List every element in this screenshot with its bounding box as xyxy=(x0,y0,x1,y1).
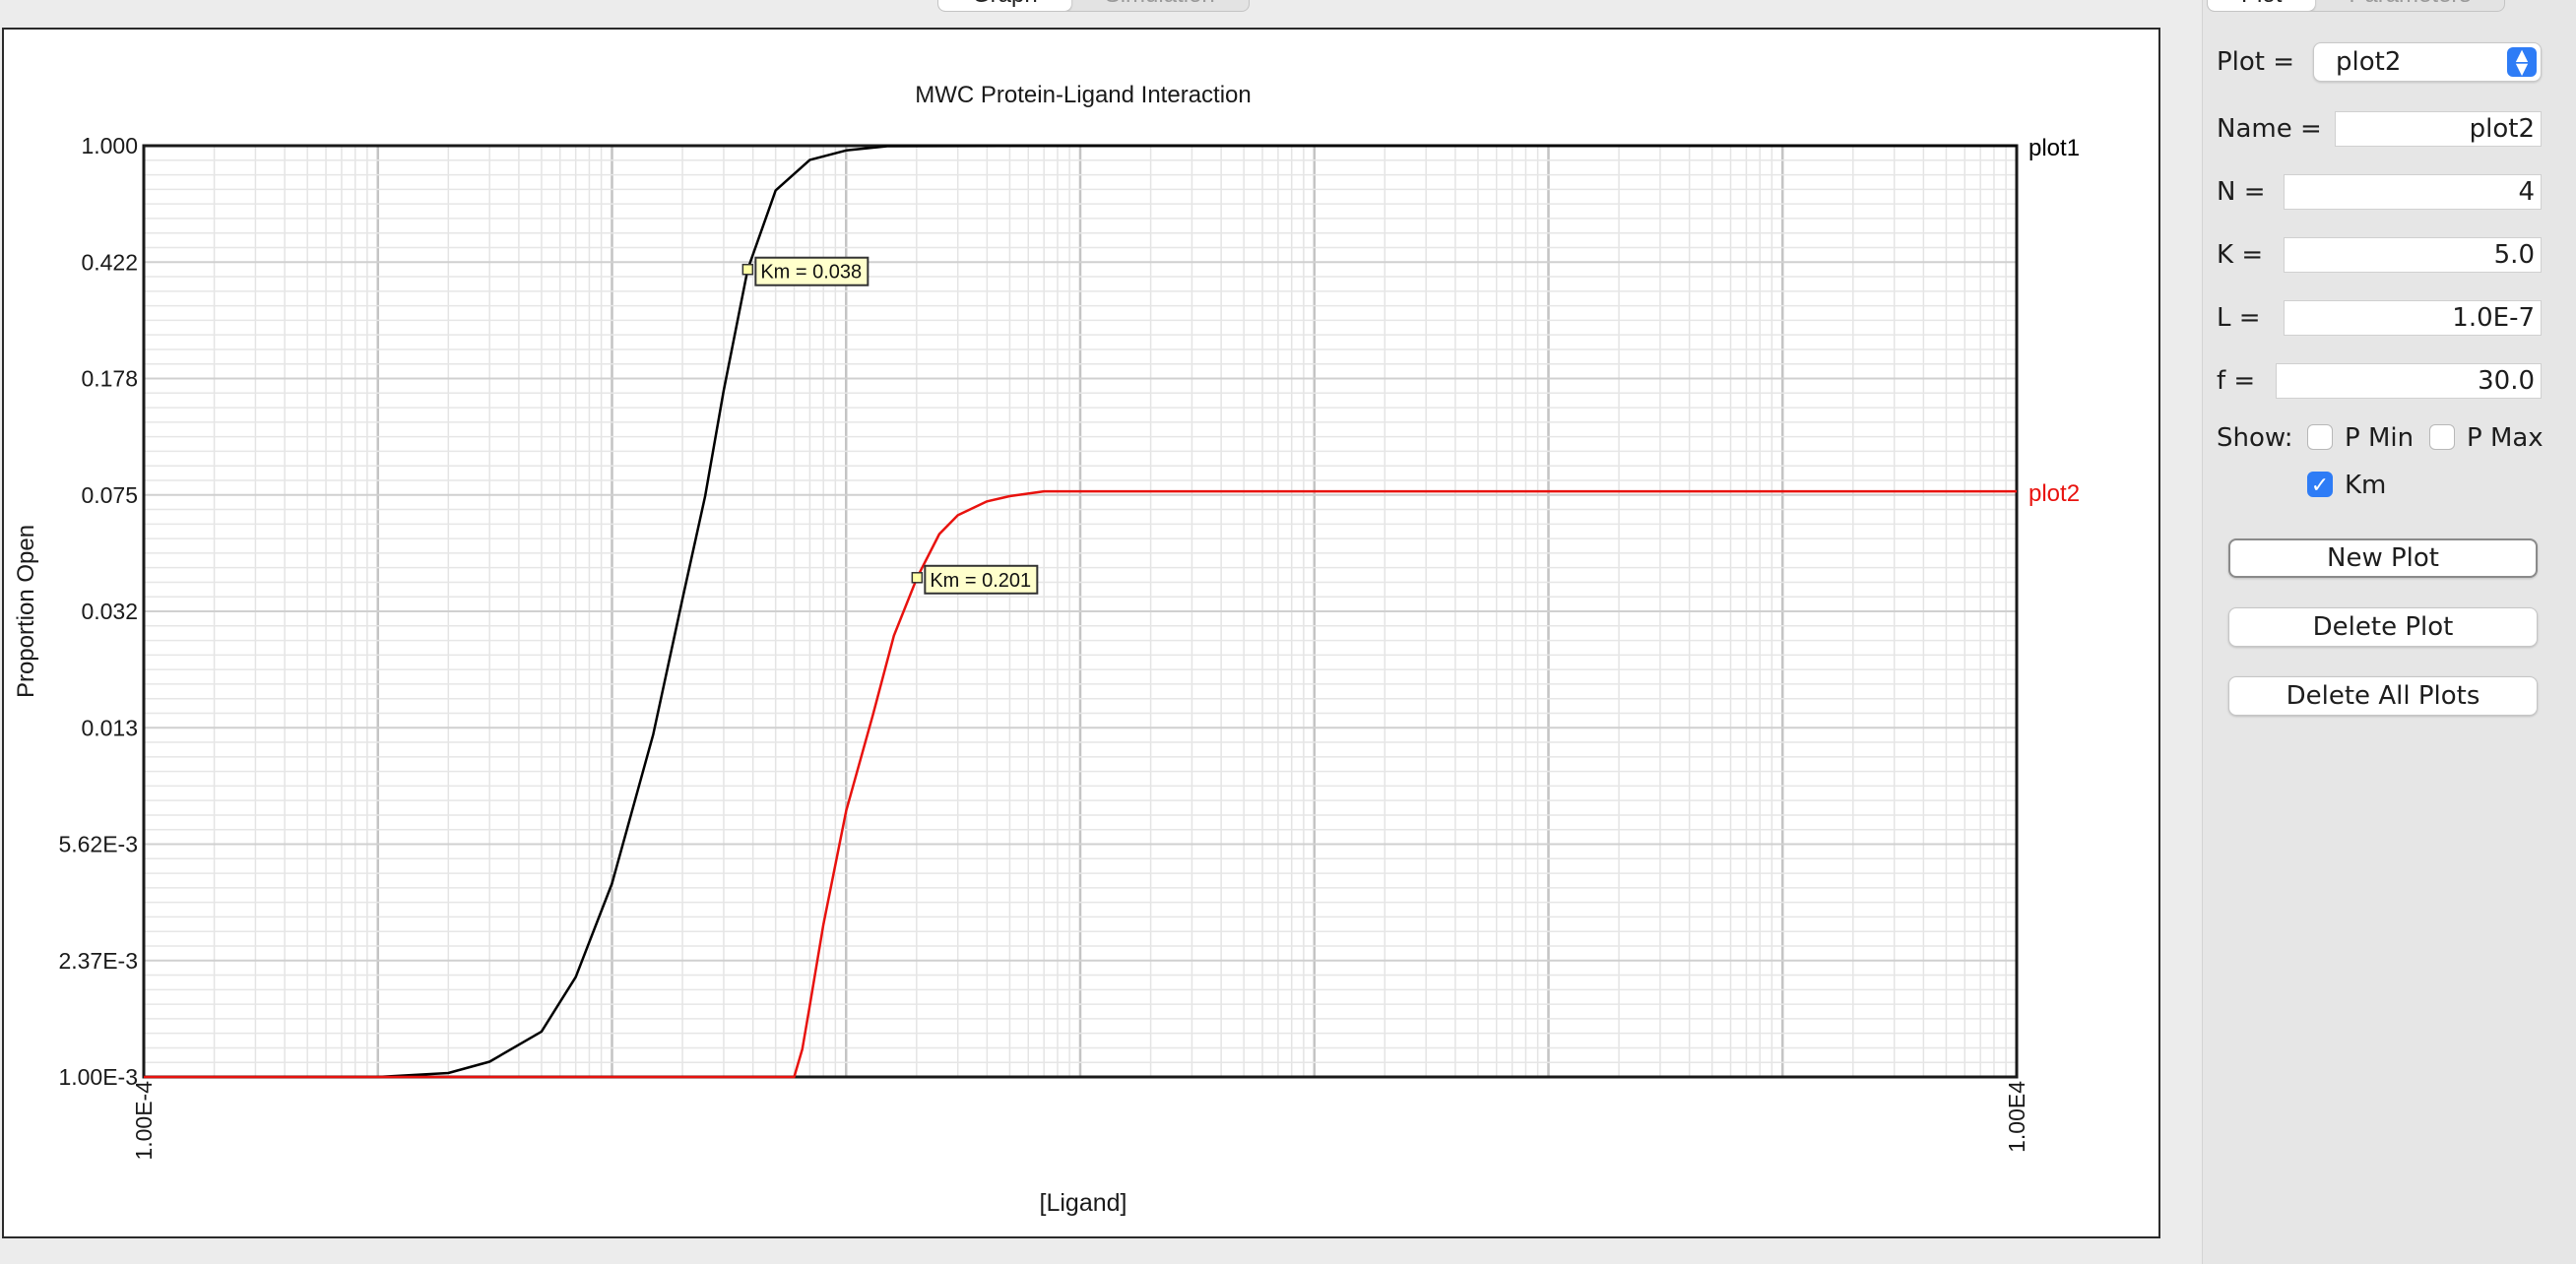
series-line-plot2 xyxy=(144,489,2017,1079)
show-label: Show: xyxy=(2217,423,2293,453)
pmax-label: P Max xyxy=(2467,423,2544,453)
km-annotation-box xyxy=(754,256,869,286)
y-tick-label: 5.62E-3 xyxy=(58,832,138,857)
pmax-checkbox[interactable] xyxy=(2429,424,2455,450)
k-label: K = xyxy=(2217,240,2264,270)
plot-select[interactable]: plot2 ▲ ▼ xyxy=(2313,42,2542,82)
tab-plot[interactable]: Plot xyxy=(2208,0,2316,11)
y-axis-label: Proportion Open xyxy=(13,525,39,698)
y-tick-label: 0.013 xyxy=(81,715,138,740)
series-label-plot1: plot1 xyxy=(2029,135,2080,161)
delete-plot-button[interactable]: Delete Plot xyxy=(2228,607,2538,647)
y-tick-label: 0.032 xyxy=(81,599,138,624)
new-plot-button[interactable]: New Plot xyxy=(2228,538,2538,578)
chevron-updown-icon: ▲ ▼ xyxy=(2507,47,2537,77)
series-line-plot1 xyxy=(144,144,2017,1079)
chart-panel: 1.000 0.422 0.178 0.075 0.032 0.013 5.62E-3 2.3… xyxy=(2,28,2160,1238)
k-field[interactable]: 5.0 xyxy=(2284,237,2542,273)
view-tabs[interactable]: Graph Simulation xyxy=(937,0,1250,12)
f-field[interactable]: 30.0 xyxy=(2276,363,2542,399)
plot-select-label: Plot = xyxy=(2217,47,2295,77)
x-tick-label: 1.00E4 xyxy=(2004,1081,2029,1153)
l-label: L = xyxy=(2217,303,2261,333)
tab-simulation[interactable]: Simulation xyxy=(1071,0,1249,11)
km-annotation-label: Km = 0.201 xyxy=(930,570,1031,592)
x-tick-label: 1.00E-4 xyxy=(131,1081,157,1161)
side-panel: Plot Parameters Plot = plot2 ▲▼ Name = p… xyxy=(2202,0,2576,1264)
x-axis-label: [Ligand] xyxy=(1040,1189,1127,1217)
chart: 1.000 0.422 0.178 0.075 0.032 0.013 5.62E-3 2.3… xyxy=(13,82,2080,1217)
pmin-label: P Min xyxy=(2345,423,2415,453)
y-tick-label: 1.000 xyxy=(81,133,138,158)
km-label: Km xyxy=(2345,471,2387,500)
l-field[interactable]: 1.0E-7 xyxy=(2284,300,2542,336)
y-tick-label: 0.422 xyxy=(81,249,138,275)
series-label-plot2: plot2 xyxy=(2029,480,2080,507)
y-tick-label: 2.37E-3 xyxy=(58,948,138,974)
y-tick-label: 0.075 xyxy=(81,482,138,508)
km-marker xyxy=(741,263,754,276)
delete-all-plots-button[interactable]: Delete All Plots xyxy=(2228,676,2538,716)
tab-graph[interactable]: Graph xyxy=(938,0,1071,11)
side-tabs[interactable]: Plot Parameters xyxy=(2207,0,2506,12)
chart-title: MWC Protein-Ligand Interaction xyxy=(915,82,1251,108)
checkmark-icon: ✓ xyxy=(2310,473,2330,497)
f-label: f = xyxy=(2217,366,2256,396)
n-field[interactable]: 4 xyxy=(2284,174,2542,210)
km-annotation-label: Km = 0.038 xyxy=(760,262,862,284)
grid xyxy=(144,146,2017,1077)
plot-select-value: plot2 xyxy=(2336,47,2402,77)
y-tick-label: 1.00E-3 xyxy=(58,1064,138,1090)
tab-parameters[interactable]: Parameters xyxy=(2315,0,2504,11)
km-marker xyxy=(911,572,924,584)
km-checkbox[interactable]: ✓ xyxy=(2307,472,2333,497)
y-tick-label: 0.178 xyxy=(81,366,138,392)
n-label: N = xyxy=(2217,177,2266,207)
name-label: Name = xyxy=(2217,114,2322,144)
km-annotation-box xyxy=(924,564,1039,595)
name-field[interactable]: plot2 xyxy=(2335,111,2542,147)
pmin-checkbox[interactable] xyxy=(2307,424,2333,450)
